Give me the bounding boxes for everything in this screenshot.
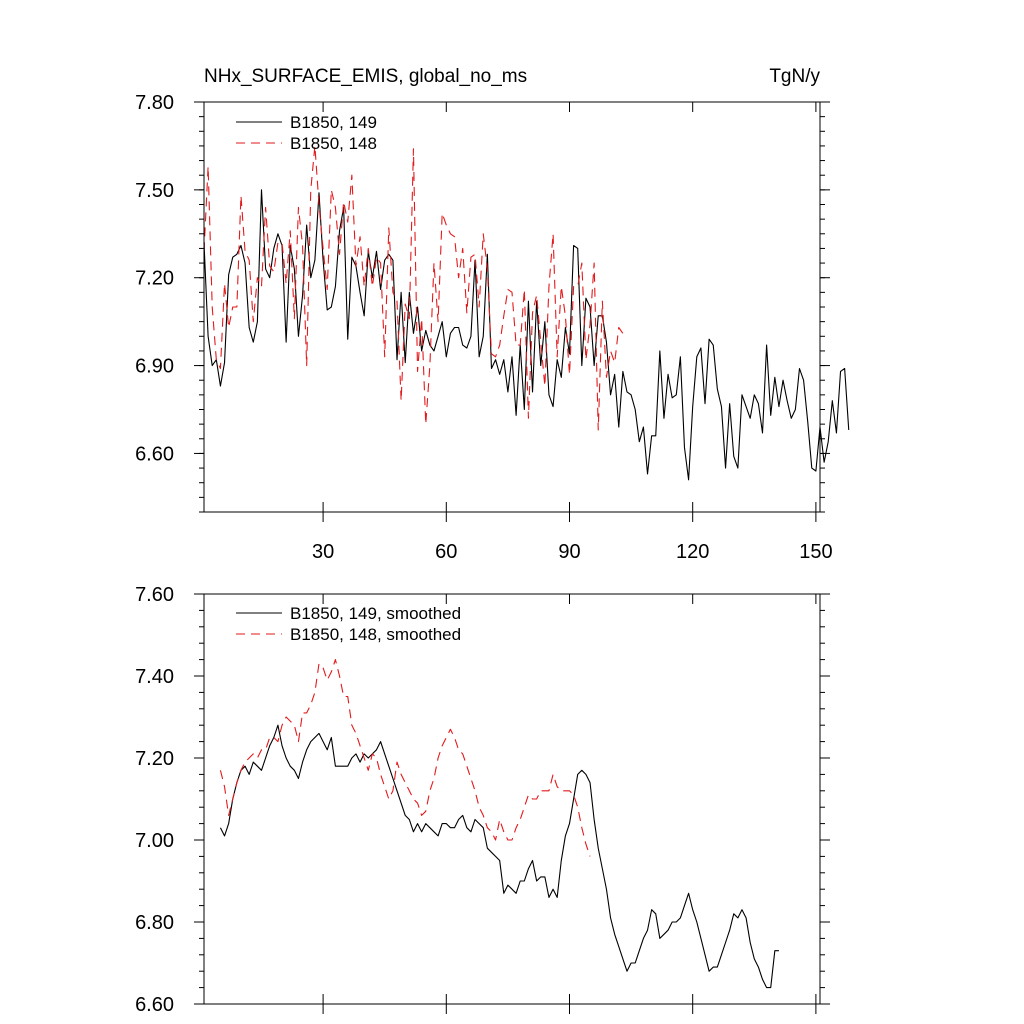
bottom-panel: 6.60 6.80 7.00 7.20 7.40 7.60 B1850, 149, smo… [135,584,830,1016]
top-axis-ticks: 30 60 90 120 150 6.60 6.90 7.20 7.50 7.80 [135,92,833,563]
x-tick-label: 60 [435,541,457,563]
units-label: TgN/y [769,66,820,87]
legend-label-149-smoothed: B1850, 149, smoothed [290,604,461,623]
y-tick-label: 7.00 [135,830,174,852]
x-tick-label: 90 [558,541,580,563]
top-plot-frame [203,101,821,513]
y-tick-label: 7.20 [135,748,174,770]
legend-label-149: B1850, 149 [290,113,377,132]
bottom-series-lines [219,659,779,989]
y-tick-label: 6.60 [135,443,174,465]
top-series-line-2 [203,145,624,431]
y-tick-label: 6.80 [135,912,174,934]
y-tick-label: 7.40 [135,666,174,688]
y-tick-label: 7.20 [135,268,174,290]
y-tick-label: 7.80 [135,92,174,114]
y-tick-label: 6.60 [135,994,174,1016]
bottom-legend: B1850, 149, smoothed B1850, 148, smoothe… [236,604,461,644]
y-tick-label: 7.50 [135,180,174,202]
y-tick-label: 6.90 [135,356,174,378]
x-tick-label: 120 [676,541,709,563]
top-series-lines [203,145,850,481]
bottom-axis-ticks: 6.60 6.80 7.00 7.20 7.40 7.60 [135,584,830,1016]
x-tick-label: 150 [799,541,832,563]
legend-label-148: B1850, 148 [290,134,377,153]
top-panel: NHx_SURFACE_EMIS, global_no_ms TgN/y 30 6… [135,66,850,563]
x-tick-label: 30 [312,541,334,563]
panel-title: NHx_SURFACE_EMIS, global_no_ms [204,66,527,87]
bottom-series-line-1 [219,724,779,989]
legend-label-148-smoothed: B1850, 148, smoothed [290,625,461,644]
y-tick-label: 7.60 [135,584,174,606]
bottom-series-line-2 [219,659,591,857]
top-legend: B1850, 149 B1850, 148 [236,113,377,153]
bottom-plot-frame [203,593,821,1005]
